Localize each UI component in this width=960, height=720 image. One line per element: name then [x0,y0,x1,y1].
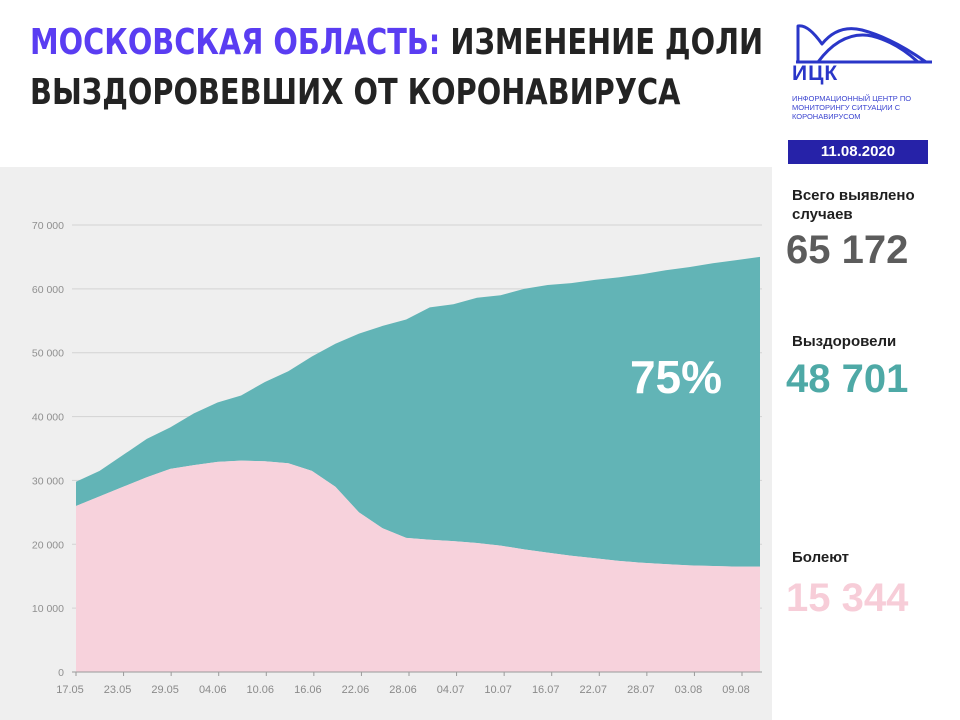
y-tick-label: 10 000 [32,603,64,615]
x-tick-label: 04.07 [437,684,465,696]
x-axis: 17.05 23.05 29.05 04.06 10.06 16.06 22.06 28.06… [56,671,762,696]
x-tick-label: 04.06 [199,684,227,696]
logo-subtitle: ИНФОРМАЦИОННЫЙ ЦЕНТР ПО МОНИТОРИНГУ СИТУ… [792,94,912,121]
title-region: МОСКОВСКАЯ ОБЛАСТЬ: [30,22,441,63]
recovered-share-annotation: 75% [630,351,722,403]
x-tick-label: 03.08 [675,684,703,696]
y-tick-label: 50 000 [32,348,64,360]
y-tick-label: 40 000 [32,412,64,424]
x-tick-label: 23.05 [104,684,132,696]
recovered-area [76,256,760,567]
recovered-value: 48 701 [786,357,909,401]
logo: ИЦК ИНФОРМАЦИОННЫЙ ЦЕНТР ПО МОНИТОРИНГУ … [792,20,942,130]
x-tick-label: 22.07 [580,684,608,696]
x-tick-label: 16.06 [294,684,322,696]
date-badge: 11.08.2020 [788,140,928,164]
title-line2: ВЫЗДОРОВЕВШИХ ОТ КОРОНАВИРУСА [30,72,681,113]
x-tick-label: 10.07 [484,684,512,696]
y-tick-label: 20 000 [32,539,64,551]
sick-area [76,460,760,672]
logo-arcs-icon [796,24,932,64]
total-cases-value: 65 172 [786,228,909,272]
x-tick-label: 10.06 [247,684,275,696]
y-tick-label: 0 [58,667,64,679]
recovered-label: Выздоровели [792,333,897,350]
y-tick-label: 60 000 [32,284,64,296]
total-cases-label: Всего выявлено случаев [792,187,915,223]
x-tick-label: 28.06 [389,684,417,696]
x-tick-label: 29.05 [151,684,179,696]
title-topic: ИЗМЕНЕНИЕ ДОЛИ [440,22,764,63]
chart-areas [76,256,760,672]
x-tick-label: 22.06 [342,684,370,696]
y-axis: 0 10 000 20 000 30 000 40 000 50 000 60 000 70 … [32,220,64,679]
x-tick-label: 16.07 [532,684,560,696]
x-tick-label: 17.05 [56,684,84,696]
stats-panel [772,167,960,720]
y-tick-label: 70 000 [32,220,64,232]
logo-name: ИЦК [792,62,839,85]
page-title: МОСКОВСКАЯ ОБЛАСТЬ: ИЗМЕНЕНИЕ ДОЛИ ВЫЗДОР… [30,18,763,118]
sick-value: 15 344 [786,576,909,620]
x-tick-label: 28.07 [627,684,655,696]
y-tick-label: 30 000 [32,475,64,487]
area-chart: 0 10 000 20 000 30 000 40 000 50 000 60 000 70 … [32,220,762,696]
x-tick-label: 09.08 [722,684,750,696]
sick-label: Болеют [792,549,850,566]
